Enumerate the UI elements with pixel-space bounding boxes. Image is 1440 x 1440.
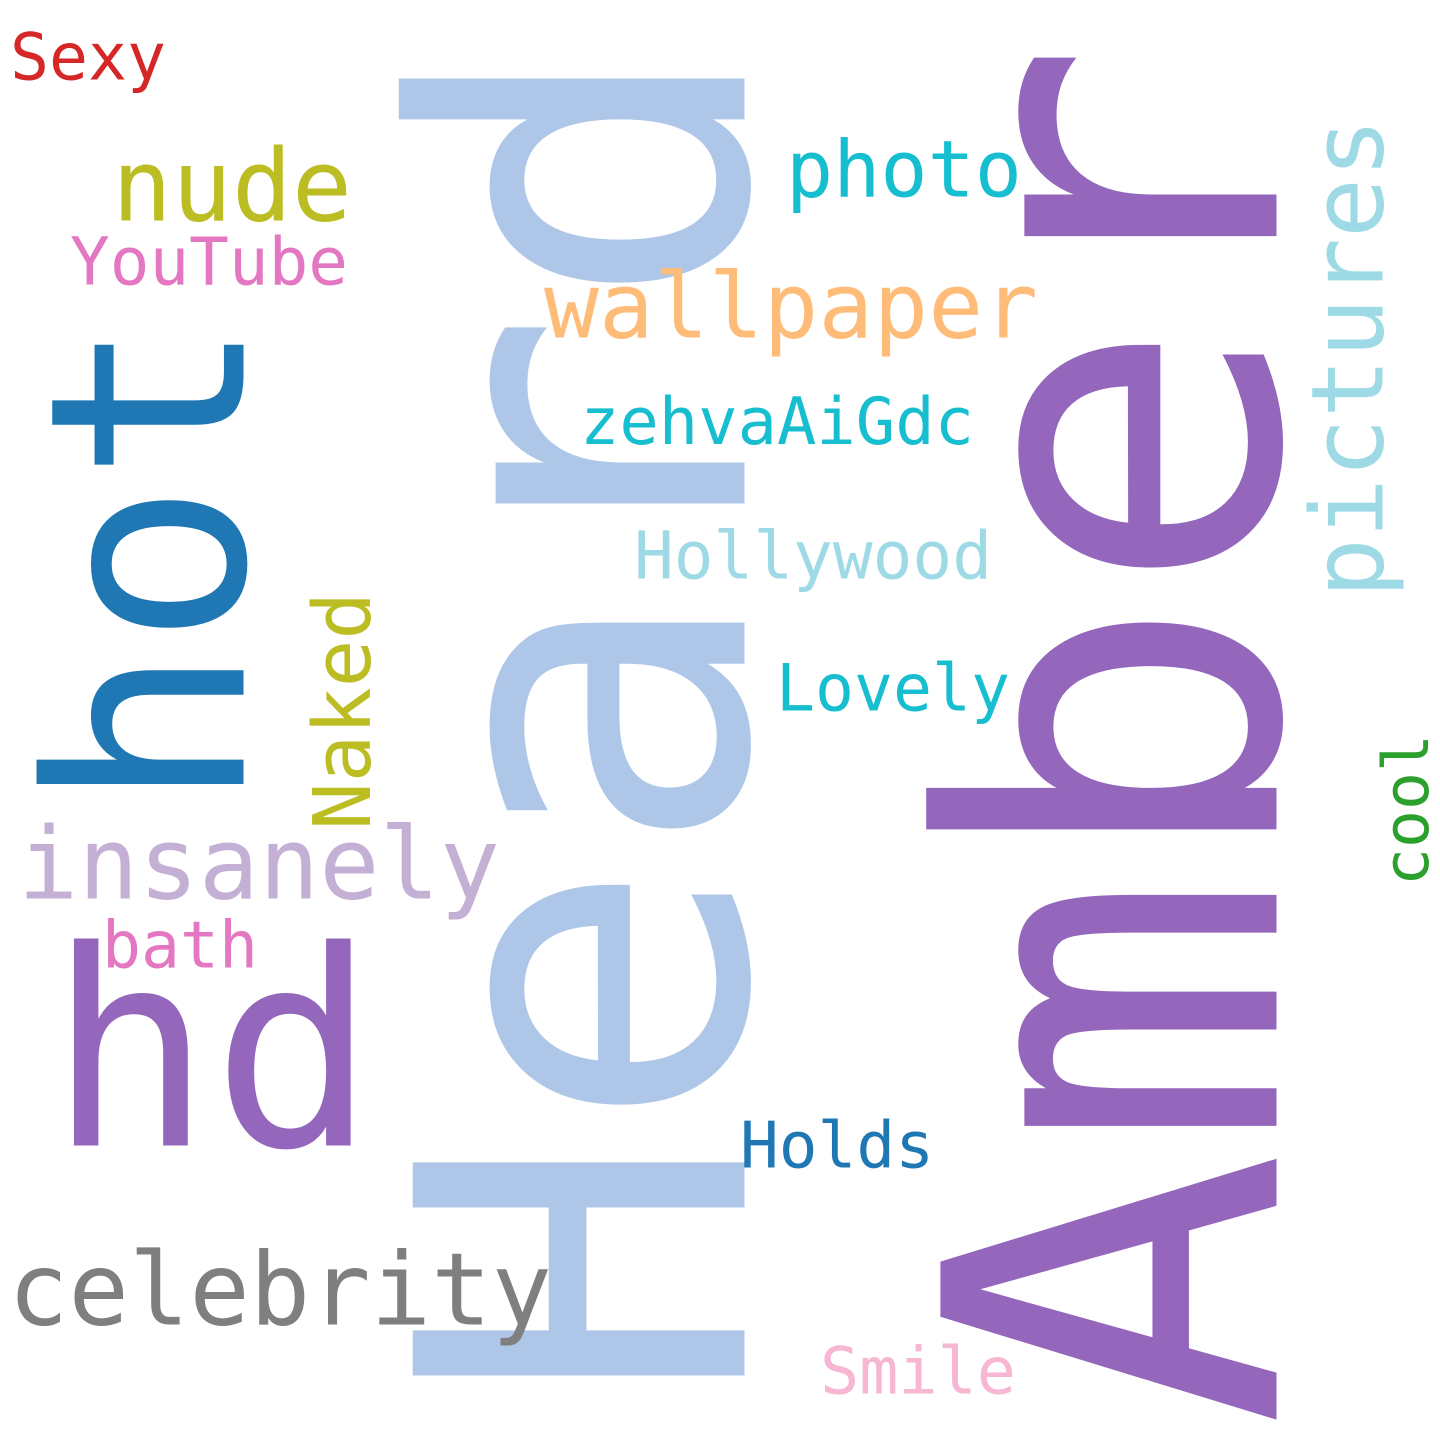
word-sexy: Sexy	[10, 21, 166, 96]
word-cool: cool	[1369, 734, 1440, 886]
word-wallpaper: wallpaper	[544, 253, 1038, 360]
word-nude: nude	[112, 128, 352, 245]
word-smile: Smile	[820, 1335, 1016, 1410]
word-bath: bath	[102, 909, 258, 984]
word-youtube: YouTube	[70, 224, 348, 301]
word-hollywood: Hollywood	[634, 518, 992, 595]
word-lovely: Lovely	[776, 652, 1010, 727]
word-photo: photo	[786, 125, 1022, 216]
word-hot: hot	[0, 318, 309, 810]
word-amber: Amber	[849, 40, 1386, 1428]
word-holds: Holds	[740, 1109, 934, 1184]
word-celebrity: celebrity	[8, 1232, 552, 1349]
word-insanely: insanely	[18, 806, 500, 923]
word-zehva: zehvaAiGdc	[580, 384, 974, 460]
word-hd: hd	[48, 894, 376, 1211]
word-heard: Heard	[324, 36, 853, 1406]
word-naked: Naked	[297, 592, 389, 830]
word-pictures: pictures	[1290, 118, 1407, 598]
